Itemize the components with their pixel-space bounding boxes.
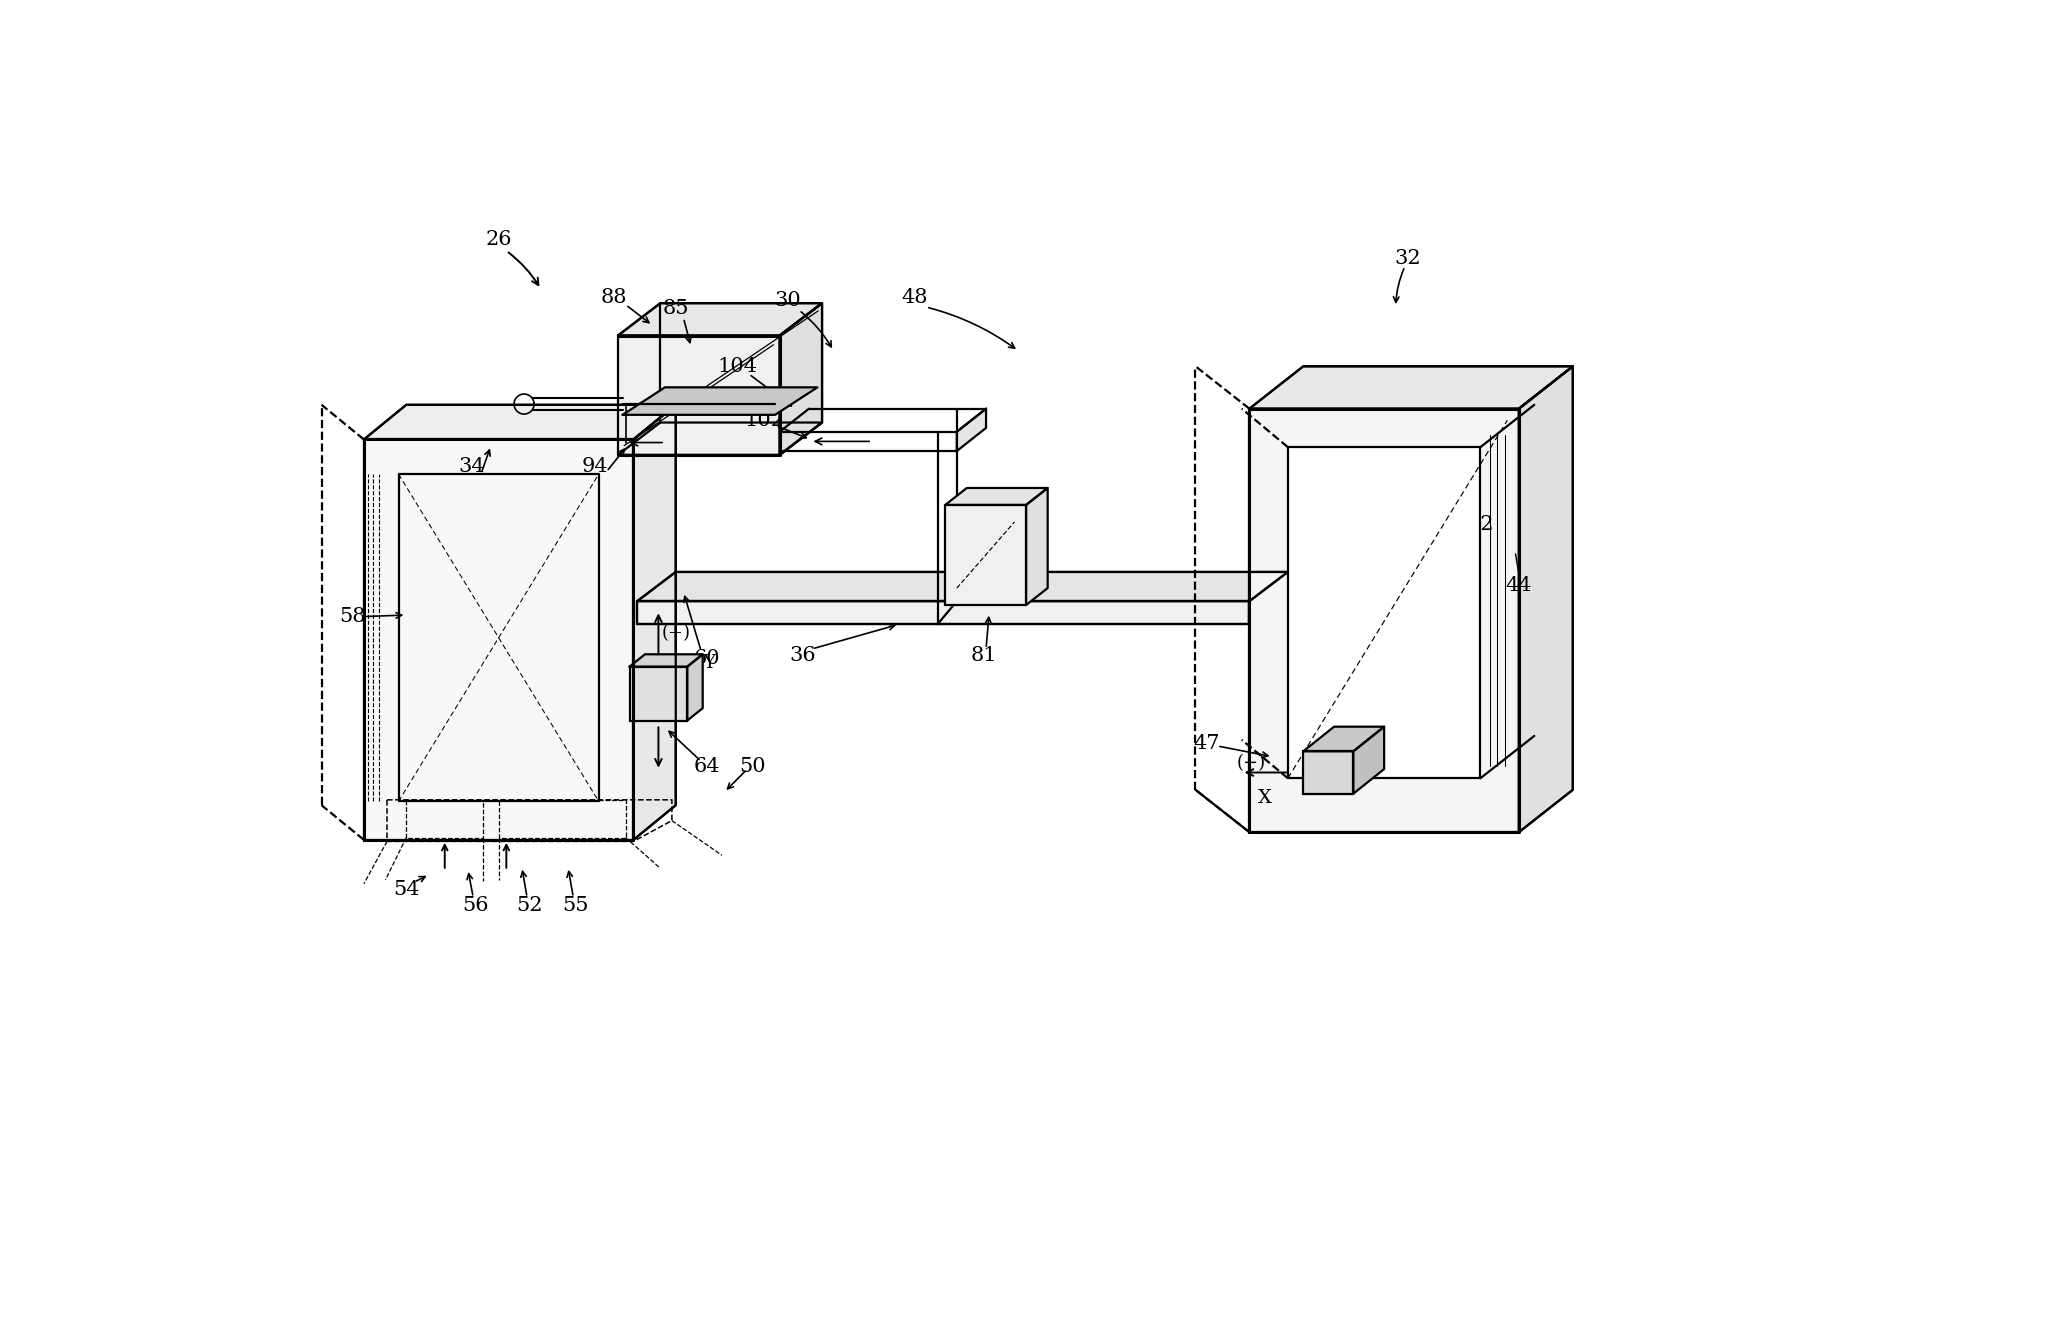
Polygon shape bbox=[1287, 447, 1481, 778]
Text: 62: 62 bbox=[639, 673, 666, 692]
Text: 64: 64 bbox=[693, 757, 720, 776]
Text: (+): (+) bbox=[1324, 770, 1353, 789]
Polygon shape bbox=[623, 388, 817, 415]
Text: 26: 26 bbox=[486, 229, 511, 249]
Text: 58: 58 bbox=[339, 607, 366, 627]
Text: 88: 88 bbox=[600, 288, 627, 307]
Polygon shape bbox=[637, 572, 1287, 601]
Text: 50: 50 bbox=[739, 757, 766, 776]
Polygon shape bbox=[364, 405, 677, 440]
Text: 104: 104 bbox=[718, 357, 757, 376]
Text: 34: 34 bbox=[459, 457, 484, 476]
Polygon shape bbox=[1519, 367, 1572, 832]
Polygon shape bbox=[364, 440, 633, 840]
Polygon shape bbox=[619, 303, 821, 336]
Text: 102: 102 bbox=[745, 411, 784, 429]
Text: 85: 85 bbox=[662, 299, 689, 319]
Polygon shape bbox=[619, 336, 780, 455]
Text: 54: 54 bbox=[393, 880, 420, 900]
Text: 94: 94 bbox=[581, 457, 608, 476]
Polygon shape bbox=[1303, 752, 1353, 793]
Polygon shape bbox=[1026, 488, 1047, 605]
Text: 42: 42 bbox=[1467, 515, 1494, 533]
Polygon shape bbox=[633, 405, 677, 840]
Polygon shape bbox=[946, 505, 1026, 605]
Polygon shape bbox=[780, 303, 821, 455]
Polygon shape bbox=[1303, 726, 1384, 752]
Polygon shape bbox=[1250, 367, 1572, 409]
Text: 60: 60 bbox=[693, 649, 720, 668]
Text: 52: 52 bbox=[515, 896, 542, 914]
Text: 36: 36 bbox=[790, 645, 815, 665]
Polygon shape bbox=[629, 666, 687, 721]
Polygon shape bbox=[956, 409, 987, 451]
Polygon shape bbox=[946, 488, 1047, 505]
Polygon shape bbox=[1250, 409, 1519, 832]
Text: 56: 56 bbox=[461, 896, 488, 914]
Text: 30: 30 bbox=[774, 292, 801, 311]
Text: (−): (−) bbox=[662, 686, 691, 704]
Polygon shape bbox=[1353, 726, 1384, 793]
Text: 48: 48 bbox=[902, 288, 927, 307]
Text: (−): (−) bbox=[1237, 754, 1266, 772]
Text: (+): (+) bbox=[662, 624, 691, 643]
Text: ~Y: ~Y bbox=[689, 653, 718, 672]
Text: 46: 46 bbox=[1432, 738, 1459, 757]
Text: 44: 44 bbox=[1506, 576, 1533, 596]
Text: 55: 55 bbox=[563, 896, 590, 914]
Text: 81: 81 bbox=[970, 645, 997, 665]
Polygon shape bbox=[687, 655, 703, 721]
Text: X: X bbox=[1258, 789, 1272, 806]
Text: 32: 32 bbox=[1395, 249, 1421, 268]
Text: 47: 47 bbox=[1194, 734, 1221, 753]
Polygon shape bbox=[629, 655, 703, 666]
Polygon shape bbox=[637, 601, 1250, 624]
